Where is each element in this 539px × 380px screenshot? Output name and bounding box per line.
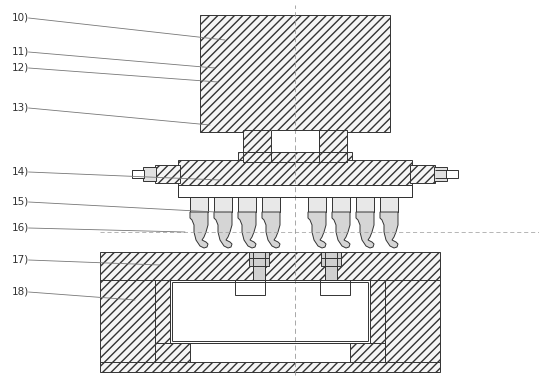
Bar	[262, 197, 280, 212]
Bar	[178, 160, 412, 187]
Bar	[271, 130, 319, 162]
Bar	[350, 343, 385, 365]
Bar	[385, 280, 440, 365]
Bar	[321, 258, 341, 266]
Bar	[190, 197, 208, 212]
Bar	[100, 280, 155, 365]
Polygon shape	[332, 212, 350, 248]
Polygon shape	[356, 212, 374, 248]
Bar	[238, 197, 256, 212]
Bar	[243, 152, 347, 162]
Polygon shape	[214, 212, 232, 248]
Bar	[235, 280, 265, 295]
Text: 10): 10)	[12, 13, 29, 23]
Polygon shape	[380, 212, 398, 248]
Bar	[380, 197, 398, 212]
Bar	[100, 252, 440, 280]
Bar	[308, 197, 326, 212]
Bar	[356, 197, 374, 212]
Polygon shape	[308, 212, 326, 248]
Bar	[370, 280, 385, 343]
Bar	[214, 197, 232, 212]
Polygon shape	[262, 212, 280, 248]
Bar	[446, 170, 458, 178]
Bar	[200, 15, 390, 132]
Bar	[178, 185, 412, 197]
Bar	[238, 152, 276, 162]
Bar	[249, 258, 269, 266]
Text: 15): 15)	[12, 197, 29, 207]
Text: 11): 11)	[12, 47, 29, 57]
Bar	[170, 280, 370, 343]
Polygon shape	[190, 212, 208, 248]
Bar	[132, 170, 144, 178]
Bar	[314, 152, 352, 162]
Bar	[143, 167, 156, 181]
Bar	[249, 252, 269, 258]
Bar	[434, 167, 447, 181]
Bar	[155, 165, 180, 183]
Text: 16): 16)	[12, 223, 29, 233]
Polygon shape	[238, 212, 256, 248]
Bar	[155, 343, 190, 365]
Bar	[100, 362, 440, 372]
Text: 14): 14)	[12, 167, 29, 177]
Bar	[410, 165, 435, 183]
Bar	[243, 130, 271, 155]
Bar	[155, 280, 170, 343]
Text: 17): 17)	[12, 255, 29, 265]
Bar	[172, 282, 368, 341]
Bar	[332, 197, 350, 212]
Text: 13): 13)	[12, 103, 29, 113]
Bar	[253, 264, 265, 280]
Text: 12): 12)	[12, 63, 29, 73]
Bar	[325, 264, 337, 280]
Bar	[319, 130, 347, 155]
Bar	[321, 252, 341, 258]
Text: 18): 18)	[12, 287, 29, 297]
Bar	[320, 280, 350, 295]
